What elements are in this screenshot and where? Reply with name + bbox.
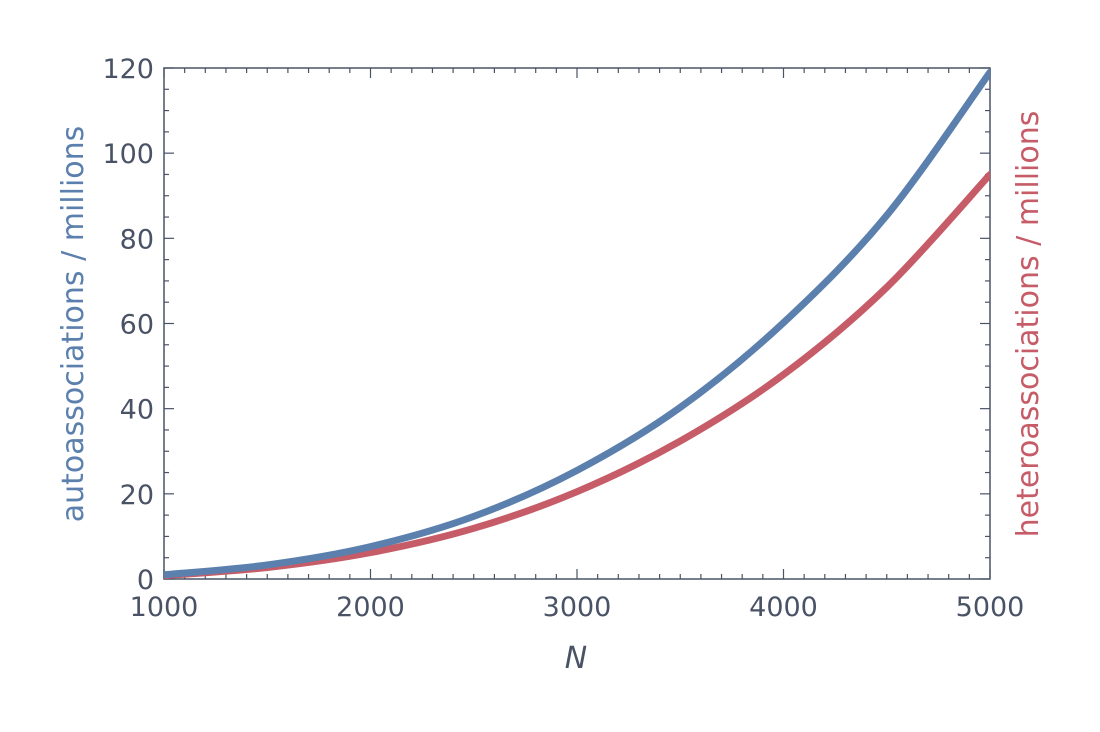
y-tick-label: 40 bbox=[120, 395, 154, 426]
x-tick-label: 1000 bbox=[130, 592, 199, 623]
series-line-autoassociations bbox=[164, 68, 990, 579]
series-lines bbox=[164, 68, 990, 579]
tick-labels: 1000 2000 3000 4000 5000 0 20 40 60 80 100 120 bbox=[102, 54, 1024, 623]
x-tick-label: 3000 bbox=[543, 592, 612, 623]
plot-frame bbox=[163, 67, 991, 580]
x-tick-label: 4000 bbox=[749, 592, 818, 623]
plot-border bbox=[163, 67, 991, 580]
y-tick-label: 100 bbox=[102, 139, 154, 170]
y-tick-label: 120 bbox=[102, 54, 154, 85]
x-tick-label: 5000 bbox=[956, 592, 1025, 623]
y-tick-label: 20 bbox=[120, 480, 154, 511]
axis-ticks bbox=[163, 67, 991, 580]
y-tick-label: 80 bbox=[120, 224, 154, 255]
y-axis-title-right: heteroassociations / millions bbox=[1011, 111, 1046, 538]
x-tick-label: 2000 bbox=[336, 592, 405, 623]
y-tick-label: 60 bbox=[120, 310, 154, 341]
x-axis-title: N bbox=[565, 641, 587, 676]
y-axis-title-left: autoassociations / millions bbox=[56, 126, 91, 523]
series-line-heteroassociations bbox=[164, 170, 990, 579]
y-tick-label: 0 bbox=[137, 565, 154, 596]
